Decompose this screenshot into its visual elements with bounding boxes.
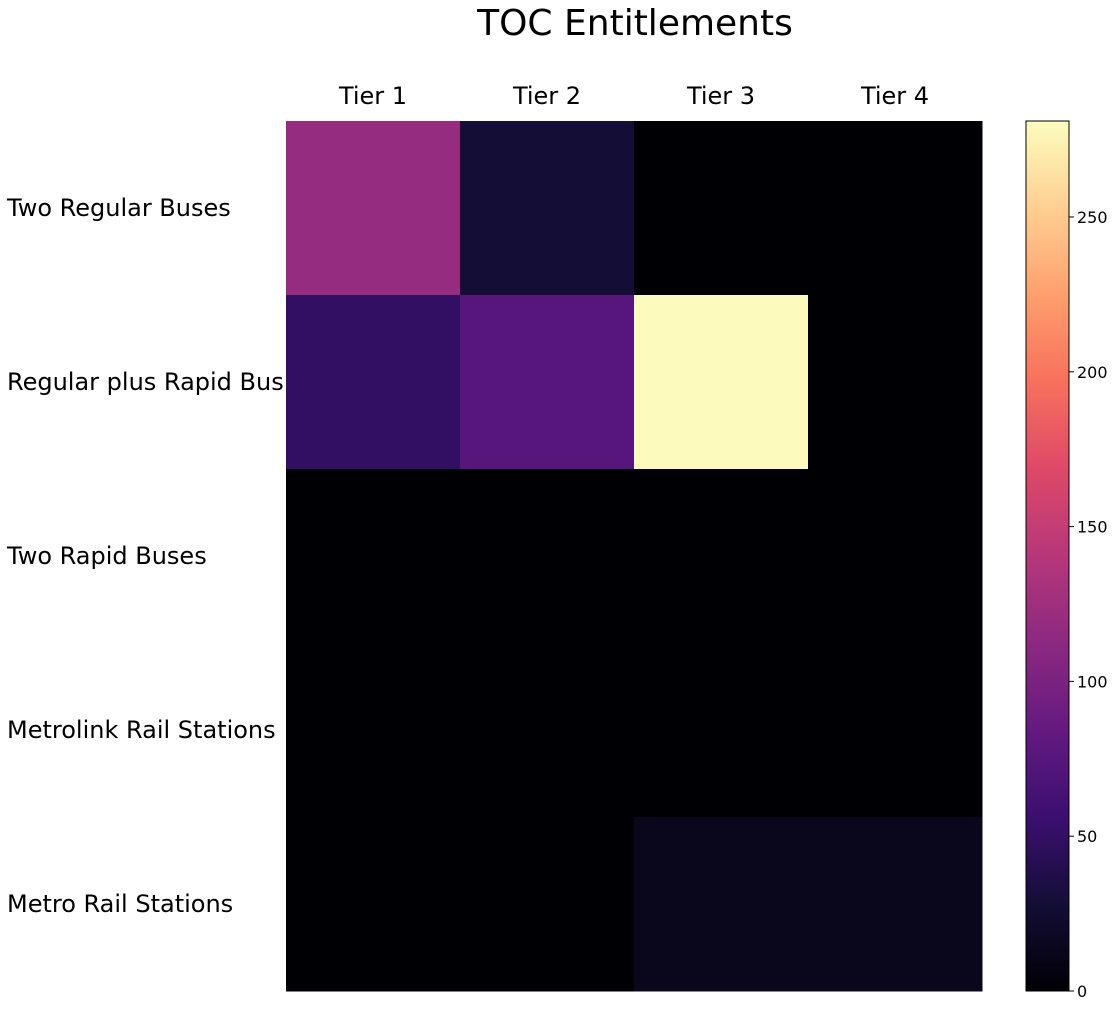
colorbar: 0 50 100 150 200 250 xyxy=(1025,120,1108,1001)
heatmap-cell xyxy=(634,817,809,992)
colorbar-ticks: 0 50 100 150 200 250 xyxy=(1069,208,1108,1001)
heatmap-cells xyxy=(286,121,983,992)
heatmap-cell xyxy=(634,469,809,644)
colorbar-gradient xyxy=(1025,120,1070,992)
heatmap-cell xyxy=(634,295,809,470)
heatmap-cell xyxy=(808,643,983,818)
row-label: Regular plus Rapid Bus xyxy=(7,368,284,396)
heatmap-cell xyxy=(460,817,635,992)
heatmap-cell xyxy=(286,121,461,296)
heatmap-cell xyxy=(808,295,983,470)
heatmap-cell xyxy=(634,643,809,818)
row-label: Metro Rail Stations xyxy=(7,890,233,918)
heatmap-cell xyxy=(808,121,983,296)
column-label: Tier 4 xyxy=(860,82,929,110)
row-label: Two Rapid Buses xyxy=(6,542,207,570)
colorbar-tick-label: 150 xyxy=(1077,518,1108,537)
column-labels: Tier 1 Tier 2 Tier 3 Tier 4 xyxy=(338,82,929,110)
heatmap-cell xyxy=(286,817,461,992)
colorbar-tick-label: 250 xyxy=(1077,208,1108,227)
column-label: Tier 2 xyxy=(512,82,581,110)
heatmap-cell xyxy=(286,643,461,818)
colorbar-tick-label: 200 xyxy=(1077,363,1108,382)
row-label: Two Regular Buses xyxy=(6,194,231,222)
row-labels: Two Regular Buses Regular plus Rapid Bus T… xyxy=(6,194,284,918)
heatmap-cell xyxy=(634,121,809,296)
heatmap-cell xyxy=(460,469,635,644)
row-label: Metrolink Rail Stations xyxy=(7,716,276,744)
heatmap-cell xyxy=(286,469,461,644)
heatmap-cell xyxy=(460,295,635,470)
colorbar-tick-label: 50 xyxy=(1077,827,1097,846)
heatmap-cell xyxy=(460,121,635,296)
heatmap-cell xyxy=(460,643,635,818)
heatmap-cell xyxy=(808,817,983,992)
colorbar-tick-label: 0 xyxy=(1077,982,1087,1001)
heatmap-cell xyxy=(286,295,461,470)
colorbar-tick-label: 100 xyxy=(1077,672,1108,691)
heatmap-cell xyxy=(808,469,983,644)
chart-title: TOC Entitlements xyxy=(476,3,793,44)
column-label: Tier 3 xyxy=(686,82,755,110)
column-label: Tier 1 xyxy=(338,82,407,110)
